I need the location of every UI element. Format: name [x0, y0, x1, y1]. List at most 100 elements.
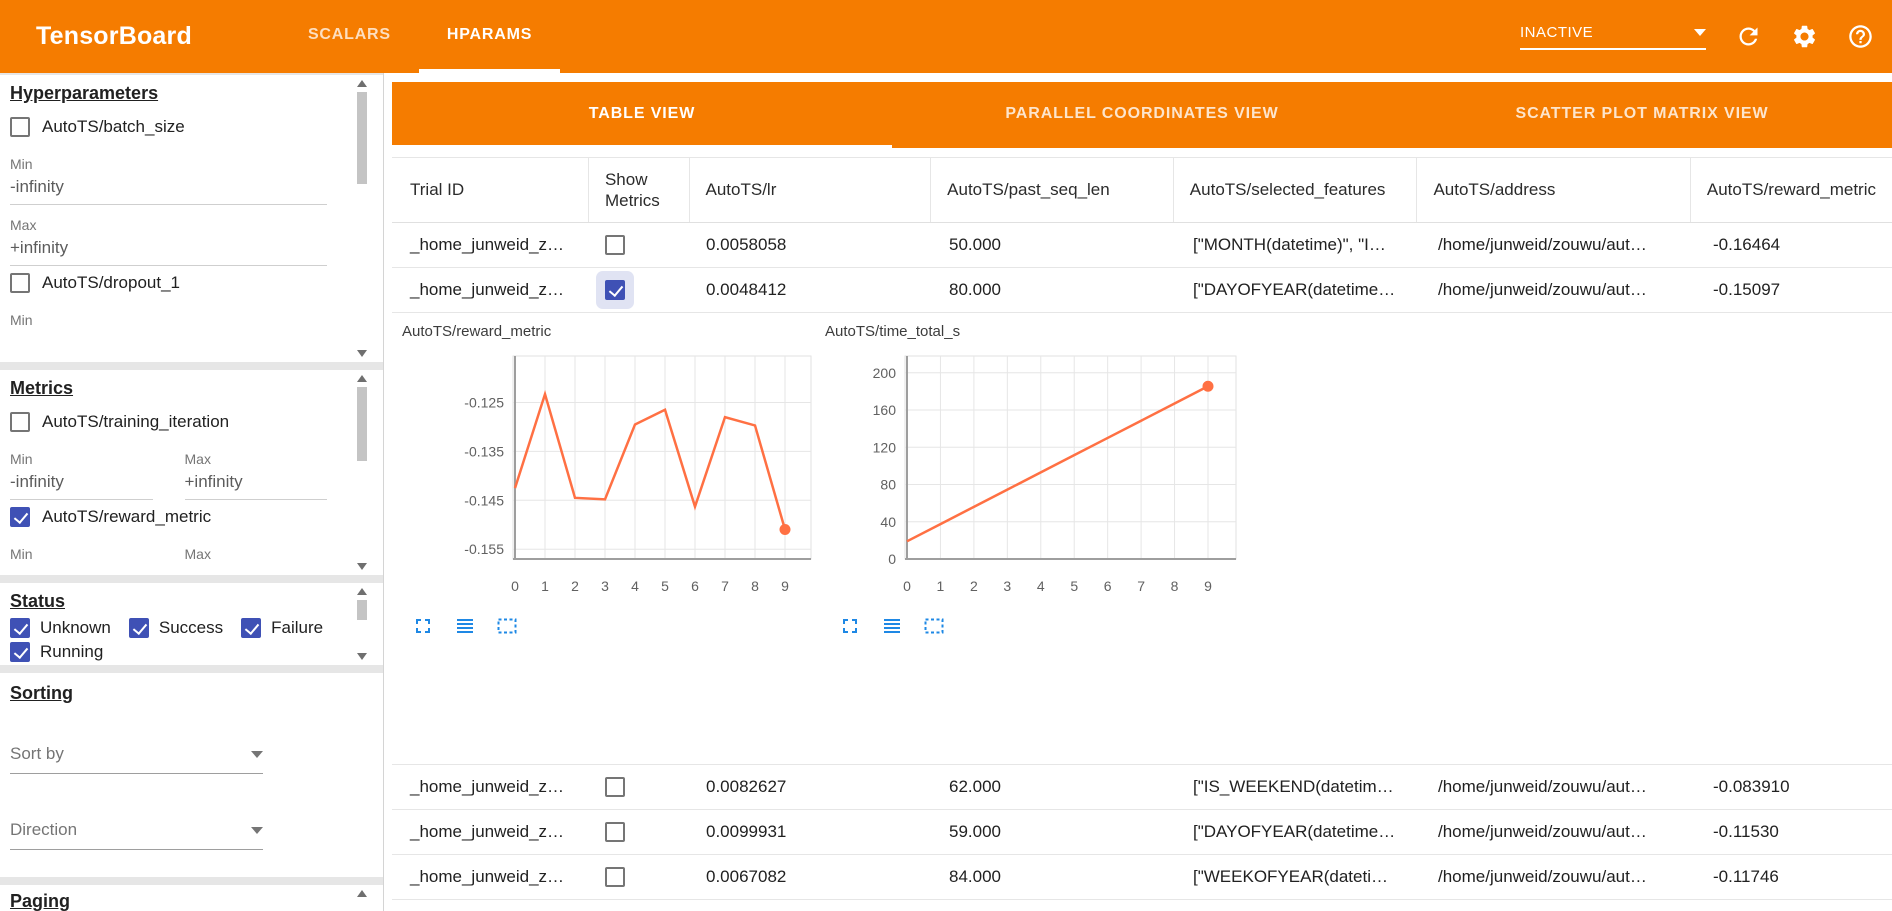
sorting-title: Sorting: [10, 683, 73, 703]
trial-id-cell: _home_junweid_z…: [410, 280, 565, 299]
selected-features-cell: ["MONTH(datetime)", "I…: [1193, 235, 1386, 254]
hparam-label: AutoTS/batch_size: [42, 117, 185, 136]
scroll-down-arrow[interactable]: [357, 563, 367, 570]
selected-features-cell: ["DAYOFYEAR(datetime…: [1193, 280, 1396, 299]
show-metrics-checkbox[interactable]: [605, 867, 625, 887]
table-header: Trial ID Show Metrics AutoTS/lr AutoTS/p…: [392, 157, 1892, 223]
status-checkbox-running[interactable]: [10, 642, 30, 662]
address-cell: /home/junweid/zouwu/aut…: [1438, 822, 1647, 841]
metric-charts-row: AutoTS/reward_metric AutoTS/time_total_s…: [392, 313, 1892, 765]
svg-text:2: 2: [571, 578, 579, 594]
scroll-down-arrow[interactable]: [357, 653, 367, 660]
main-nav: SCALARS HPARAMS: [280, 0, 561, 73]
selected-features-cell: ["WEEKOFYEAR(dateti…: [1193, 867, 1388, 886]
scroll-up-arrow[interactable]: [357, 375, 367, 382]
min-input[interactable]: -infinity: [10, 467, 153, 500]
svg-text:-0.155: -0.155: [464, 541, 504, 557]
hyperparameters-title: Hyperparameters: [10, 83, 159, 103]
show-metrics-checkbox[interactable]: [605, 822, 625, 842]
svg-text:-0.125: -0.125: [464, 394, 504, 410]
hparam-label: AutoTS/dropout_1: [42, 273, 180, 292]
reward-metric-cell: -0.15097: [1713, 280, 1781, 299]
sidebar: Hyperparameters AutoTS/batch_size Min -i…: [0, 73, 384, 911]
column-header-selected-features: AutoTS/selected_features: [1172, 158, 1417, 222]
view-tabs: TABLE VIEW PARALLEL COORDINATES VIEW SCA…: [392, 82, 1892, 148]
scroll-down-arrow[interactable]: [357, 350, 367, 357]
tab-parallel-coordinates-view[interactable]: PARALLEL COORDINATES VIEW: [1005, 104, 1279, 122]
scroll-up-arrow[interactable]: [357, 588, 367, 595]
svg-text:160: 160: [873, 402, 897, 418]
svg-text:4: 4: [631, 578, 639, 594]
min-input[interactable]: -infinity: [10, 172, 327, 205]
svg-text:80: 80: [880, 477, 896, 493]
svg-text:6: 6: [1104, 578, 1112, 594]
status-options-row: Unknown Success Failure: [10, 618, 327, 638]
svg-text:1: 1: [541, 578, 549, 594]
run-status-dropdown[interactable]: INACTIVE: [1520, 24, 1706, 50]
max-input[interactable]: +infinity: [10, 233, 327, 266]
chart-title-time-total: AutoTS/time_total_s: [825, 323, 961, 340]
table-row: _home_junweid_z… 0.0067082 84.000 ["WEEK…: [392, 855, 1892, 900]
svg-text:-0.135: -0.135: [464, 443, 504, 459]
show-metrics-checkbox[interactable]: [605, 777, 625, 797]
scroll-up-arrow[interactable]: [357, 890, 367, 897]
hparam-checkbox[interactable]: [10, 273, 30, 293]
tab-scatter-plot-matrix-view[interactable]: SCATTER PLOT MATRIX VIEW: [1515, 104, 1769, 122]
chevron-down-icon: [1694, 28, 1706, 36]
lr-cell: 0.0048412: [706, 280, 787, 299]
status-checkbox-failure[interactable]: [241, 618, 262, 638]
svg-text:7: 7: [721, 578, 729, 594]
view-data-icon[interactable]: [452, 613, 478, 639]
trial-id-cell: _home_junweid_z…: [410, 777, 565, 796]
show-metrics-checkbox[interactable]: [605, 280, 625, 300]
svg-text:5: 5: [1070, 578, 1078, 594]
max-label: Max: [10, 217, 37, 233]
metric-checkbox[interactable]: [10, 507, 30, 527]
metrics-panel: Metrics AutoTS/training_iteration Min -i…: [0, 370, 383, 575]
table-row: _home_junweid_z… 0.0082627 62.000 ["IS_W…: [392, 765, 1892, 810]
direction-select[interactable]: Direction: [10, 820, 263, 850]
gear-icon[interactable]: [1790, 23, 1818, 51]
select-region-icon[interactable]: [921, 613, 947, 639]
min-label: Min: [10, 451, 33, 467]
hyperparameters-panel: Hyperparameters AutoTS/batch_size Min -i…: [0, 75, 383, 362]
past-seq-len-cell: 80.000: [949, 280, 1001, 299]
sort-by-select[interactable]: Sort by: [10, 744, 263, 774]
max-input[interactable]: +infinity: [184, 467, 327, 500]
maximize-chart-icon[interactable]: [410, 613, 436, 639]
refresh-icon[interactable]: [1734, 23, 1762, 51]
metric-row: AutoTS/reward_metric: [10, 500, 327, 534]
app-header: TensorBoard SCALARS HPARAMS INACTIVE: [0, 0, 1892, 73]
trial-id-cell: _home_junweid_z…: [410, 867, 565, 886]
tab-hparams[interactable]: HPARAMS: [418, 0, 561, 73]
svg-text:0: 0: [903, 578, 911, 594]
direction-value: Direction: [10, 820, 78, 839]
scrollbar-thumb[interactable]: [357, 92, 367, 184]
show-metrics-checkbox[interactable]: [605, 235, 625, 255]
svg-text:3: 3: [601, 578, 609, 594]
column-header-address: AutoTS/address: [1416, 158, 1689, 222]
scroll-up-arrow[interactable]: [357, 80, 367, 87]
scrollbar: [355, 78, 369, 359]
hparam-row: AutoTS/batch_size: [10, 110, 327, 144]
hparam-checkbox[interactable]: [10, 117, 30, 137]
svg-text:6: 6: [691, 578, 699, 594]
status-checkbox-unknown[interactable]: [10, 618, 30, 638]
status-checkbox-success[interactable]: [128, 618, 149, 638]
scrollbar-thumb[interactable]: [357, 387, 367, 461]
metric-checkbox[interactable]: [10, 412, 30, 432]
tab-table-view[interactable]: TABLE VIEW: [392, 82, 892, 148]
scrollbar-thumb[interactable]: [357, 600, 367, 620]
lr-cell: 0.0082627: [706, 777, 787, 796]
maximize-chart-icon[interactable]: [837, 613, 863, 639]
view-data-icon[interactable]: [879, 613, 905, 639]
status-label: Failure: [271, 618, 324, 637]
table-row: _home_junweid_z… 0.0099931 59.000 ["DAYO…: [392, 810, 1892, 855]
scrollbar: [355, 586, 369, 662]
column-header-past-seq-len: AutoTS/past_seq_len: [930, 158, 1173, 222]
select-region-icon[interactable]: [494, 613, 520, 639]
svg-text:5: 5: [661, 578, 669, 594]
help-icon[interactable]: [1846, 23, 1874, 51]
tab-scalars[interactable]: SCALARS: [307, 25, 391, 43]
main-layout: Hyperparameters AutoTS/batch_size Min -i…: [0, 73, 1892, 911]
